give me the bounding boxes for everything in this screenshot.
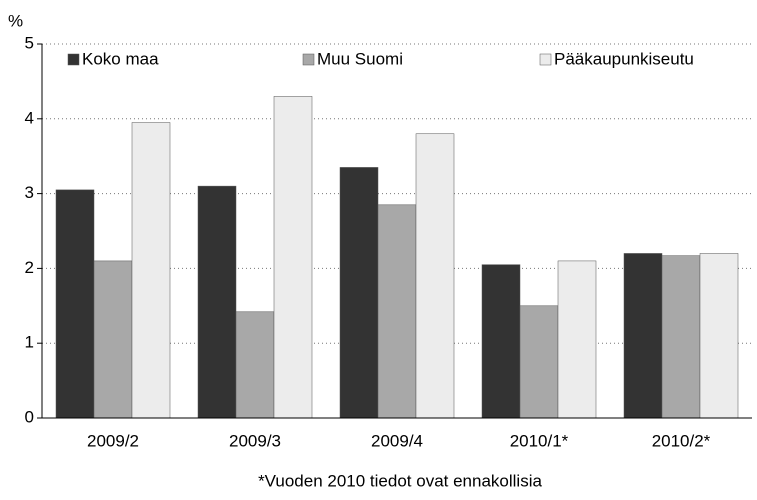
x-tick-label: 2009/3 (229, 431, 281, 450)
legend-label: Koko maa (82, 49, 159, 68)
x-tick-label: 2010/2* (652, 431, 711, 450)
bar (339, 167, 379, 419)
bar (55, 189, 95, 419)
y-tick-label: 0 (25, 407, 34, 426)
x-tick-label: 2009/2 (87, 431, 139, 450)
x-tick-label: 2010/1* (510, 431, 569, 450)
bar (93, 260, 133, 419)
bar (699, 253, 739, 419)
legend-label: Muu Suomi (317, 49, 403, 68)
y-tick-label: 4 (25, 108, 34, 127)
y-tick-label: 5 (25, 33, 34, 52)
bar (557, 260, 597, 419)
bar (273, 96, 313, 419)
bar (197, 185, 237, 419)
y-tick-label: 3 (25, 183, 34, 202)
legend-swatch (302, 53, 315, 66)
x-tick-label: 2009/4 (371, 431, 423, 450)
y-axis-label: % (8, 11, 23, 30)
y-tick-label: 1 (25, 333, 34, 352)
legend-label: Pääkaupunkiseutu (554, 49, 694, 68)
y-tick-label: 2 (25, 258, 34, 277)
bar (415, 133, 455, 419)
bar (131, 122, 171, 419)
legend-swatch (539, 53, 552, 66)
footnote: *Vuoden 2010 tiedot ovat ennakollisia (258, 471, 542, 490)
bar (623, 253, 663, 419)
bar (235, 311, 275, 419)
bar (519, 305, 559, 419)
bar (377, 204, 417, 419)
bar (661, 255, 701, 419)
bar (481, 264, 521, 419)
legend-swatch (67, 53, 80, 66)
